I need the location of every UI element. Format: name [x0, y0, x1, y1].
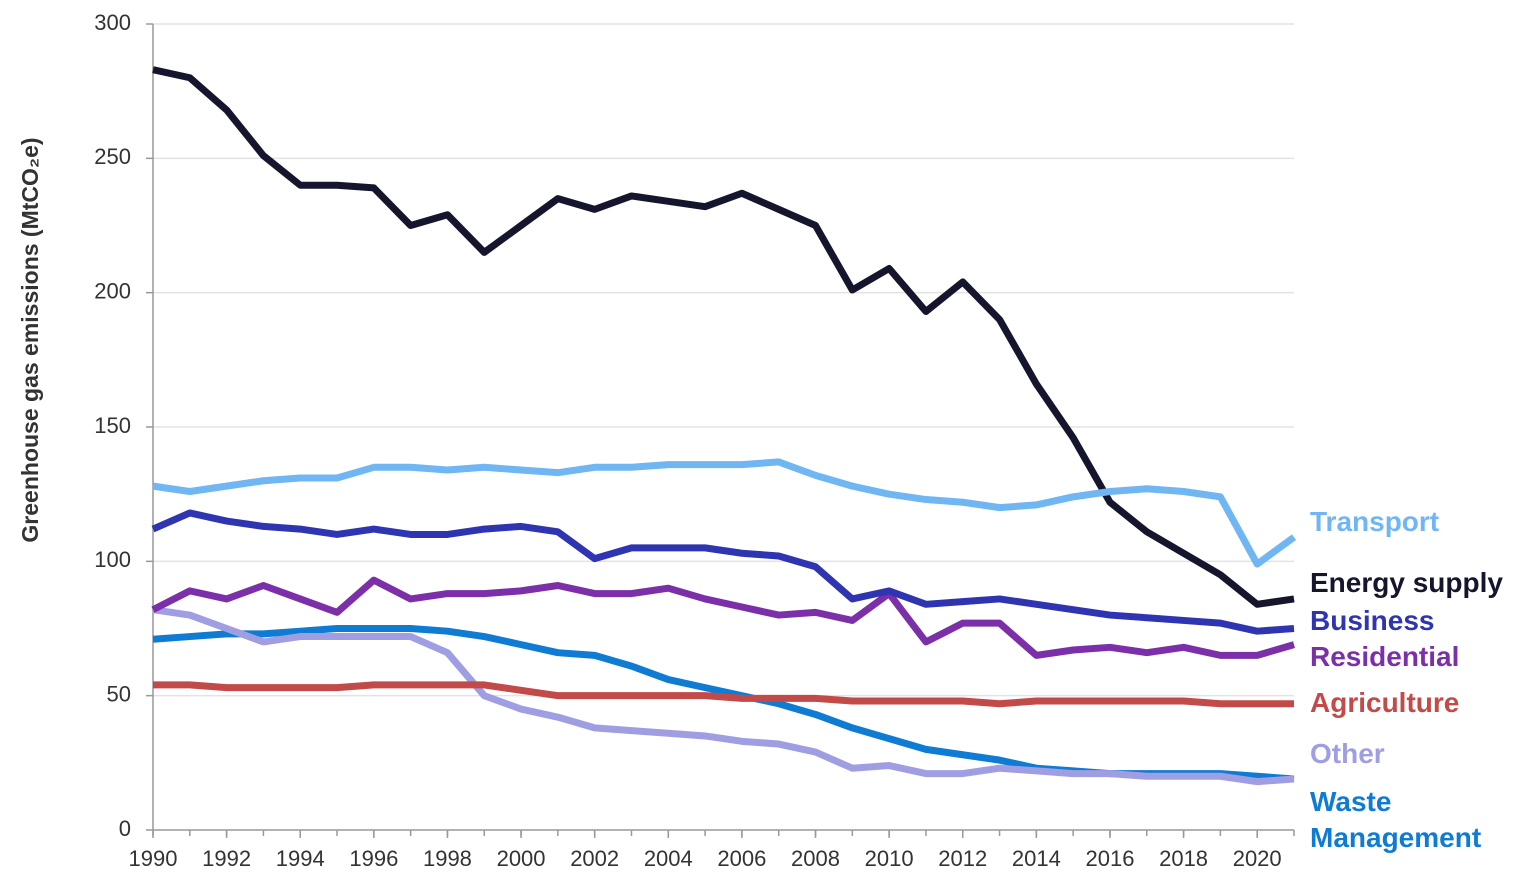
- series-line: [153, 681, 1294, 708]
- y-tick-label: 250: [94, 144, 131, 169]
- legend-label: Other: [1310, 738, 1385, 769]
- x-tick-label: 2002: [570, 846, 619, 871]
- x-tick-label: 2008: [791, 846, 840, 871]
- series-line: [151, 576, 1295, 659]
- legend-label: Transport: [1310, 506, 1440, 537]
- legend-label: Agriculture: [1310, 687, 1460, 718]
- y-axis-label: Greenhouse gas emissions (MtCO₂e): [17, 137, 43, 542]
- x-tick-label: 2018: [1159, 846, 1208, 871]
- y-tick-label: 0: [119, 816, 131, 841]
- y-tick-label: 150: [94, 413, 131, 438]
- series-line: [152, 458, 1297, 568]
- x-tick-label: 2004: [644, 846, 693, 871]
- legend-label: Residential: [1310, 641, 1460, 672]
- x-tick-label: 1996: [349, 846, 398, 871]
- x-tick-label: 1998: [423, 846, 472, 871]
- series-line: [152, 66, 1295, 608]
- y-tick-label: 100: [94, 547, 131, 572]
- legend-label: Business: [1310, 605, 1435, 636]
- x-tick-label: 2020: [1233, 846, 1282, 871]
- x-tick-label: 2006: [717, 846, 766, 871]
- x-tick-label: 2014: [1012, 846, 1061, 871]
- y-tick-label: 50: [107, 681, 131, 706]
- x-tick-label: 2016: [1085, 846, 1134, 871]
- y-tick-label: 300: [94, 10, 131, 35]
- x-tick-label: 2010: [865, 846, 914, 871]
- series-line: [151, 509, 1295, 635]
- x-tick-label: 2000: [497, 846, 546, 871]
- legend-label: Waste Management: [1310, 786, 1482, 853]
- x-tick-label: 1992: [202, 846, 251, 871]
- y-tick-label: 200: [94, 278, 131, 303]
- legend-label: Energy supply: [1310, 567, 1503, 598]
- x-tick-label: 1990: [129, 846, 178, 871]
- x-tick-label: 2012: [938, 846, 987, 871]
- x-tick-label: 1994: [276, 846, 325, 871]
- series-line: [152, 606, 1295, 786]
